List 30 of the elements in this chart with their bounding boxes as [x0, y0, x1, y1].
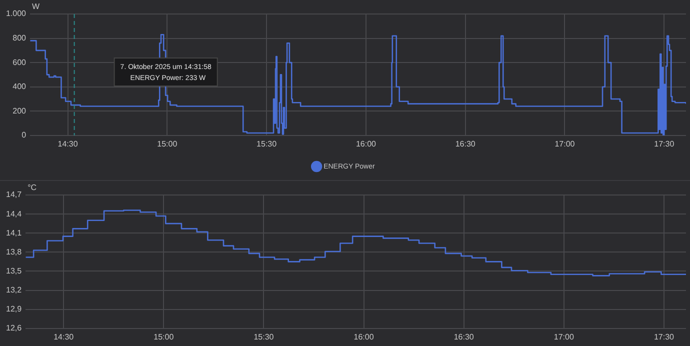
y-tick-label: 200 — [12, 106, 27, 116]
y-tick-label: 800 — [12, 33, 27, 42]
y-tick-label: 13,2 — [6, 285, 22, 294]
x-tick-label: 16:00 — [356, 139, 377, 148]
x-tick-label: 15:00 — [157, 139, 178, 148]
y-tick-label: 600 — [12, 58, 27, 67]
y-axis-title: °C — [28, 183, 37, 192]
x-tick-label: 17:30 — [654, 139, 675, 148]
x-tick-label: 17:00 — [554, 139, 576, 148]
y-axis-title: W — [32, 2, 40, 12]
y-tick-label: 13,8 — [6, 247, 22, 256]
y-tick-label: 13,5 — [6, 266, 22, 276]
y-tick-label: 0 — [22, 130, 27, 140]
y-tick-label: 14,4 — [6, 209, 22, 218]
y-tick-label: 12,6 — [6, 324, 22, 333]
y-tick-label: 14,1 — [6, 228, 22, 238]
x-tick-label: 17:30 — [654, 332, 675, 342]
x-tick-label: 15:30 — [254, 332, 274, 342]
x-tick-label: 14:30 — [58, 139, 78, 148]
y-tick-label: 12,9 — [6, 304, 22, 314]
y-tick-label: 1.000 — [6, 9, 27, 18]
x-tick-label: 15:00 — [154, 332, 174, 342]
x-tick-label: 15:30 — [256, 139, 278, 148]
x-tick-label: 16:30 — [455, 139, 476, 148]
x-tick-label: 14:30 — [54, 332, 74, 342]
y-tick-label: 400 — [12, 82, 27, 92]
x-tick-label: 16:30 — [454, 332, 474, 342]
x-tick-label: 16:00 — [354, 332, 374, 342]
x-tick-label: 17:00 — [554, 332, 574, 342]
y-tick-label: 14,7 — [6, 190, 22, 200]
